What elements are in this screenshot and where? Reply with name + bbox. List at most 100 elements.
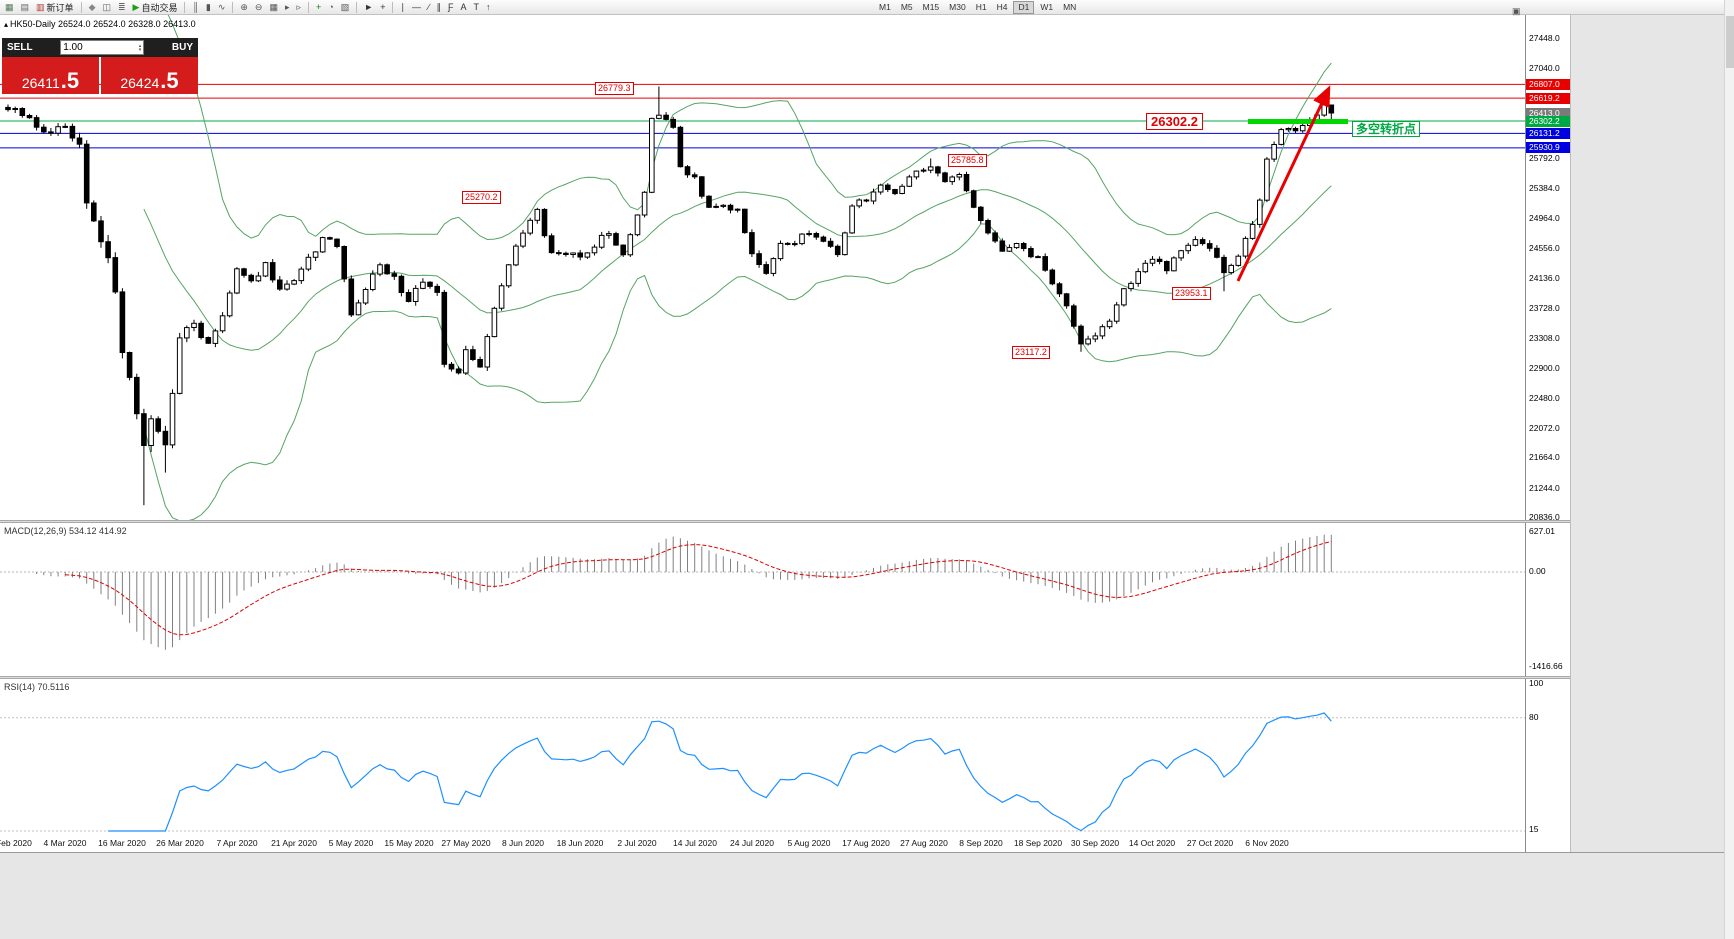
auto-trading-button[interactable]: ▶ 自动交易: [131, 1, 180, 14]
timeframe-m1[interactable]: M1: [879, 2, 891, 12]
auto-scroll-icon[interactable]: ▸: [283, 1, 292, 14]
mql5-community-icon[interactable]: ◆: [87, 1, 98, 14]
new-chart-icon[interactable]: ▦: [3, 1, 16, 14]
crosshair-icon[interactable]: +: [378, 1, 387, 14]
indicators-add-icon[interactable]: +: [314, 1, 323, 14]
toolbar-separator: [80, 1, 82, 13]
date-label: 21 Feb 2020: [0, 838, 32, 848]
price-tick: 22072.0: [1529, 423, 1560, 433]
zoom-out-icon[interactable]: ⊖: [253, 1, 265, 14]
price-tick: 22480.0: [1529, 393, 1560, 403]
price-callout-label: 25270.2: [462, 191, 501, 204]
date-label: 21 Apr 2020: [271, 838, 317, 848]
auto-trading-button-glyph: ▶: [132, 1, 140, 12]
lot-size-value: 1.00: [63, 42, 83, 53]
fibonacci-icon[interactable]: Ƒ: [446, 1, 456, 14]
timeframe-d1[interactable]: D1: [1013, 1, 1035, 14]
lot-spinner[interactable]: ▴ ▾: [138, 42, 142, 53]
timeframe-toolbar: M1 M5 M15 M30 H1 H4 D1 W1 MN: [875, 0, 1080, 15]
date-label: 16 Mar 2020: [98, 838, 146, 848]
timeframe-m15[interactable]: M15: [922, 2, 940, 12]
buy-price-button[interactable]: 26424.5: [101, 57, 198, 94]
bar-chart-type-icon[interactable]: ║: [190, 1, 200, 14]
date-label: 24 Jul 2020: [730, 838, 774, 848]
ask-price-fraction: .5: [160, 68, 179, 93]
price-tag: 26413.0: [1526, 108, 1570, 119]
periods-icon[interactable]: ◔: [326, 1, 335, 14]
toolbar-separator: [392, 1, 394, 13]
price-tag: 25930.9: [1526, 142, 1570, 153]
vertical-scrollbar[interactable]: [1724, 0, 1734, 939]
price-tag: 26619.2: [1526, 93, 1570, 104]
trendline-icon[interactable]: ∕: [426, 1, 432, 14]
timeframe-m30[interactable]: M30: [949, 2, 966, 12]
main-chart-canvas[interactable]: [0, 15, 1525, 520]
cursor-icon[interactable]: ►: [362, 1, 375, 14]
timeframe-w1[interactable]: W1: [1040, 2, 1054, 12]
timeframe-h4[interactable]: H4: [996, 2, 1008, 12]
arrow-objects-icon-glyph: ↑: [485, 1, 491, 12]
ask-price: 26424: [120, 75, 160, 91]
new-order-button[interactable]: ▥ 新订单: [34, 1, 76, 14]
channel-icon-glyph: ∥: [436, 1, 441, 12]
templates-icon[interactable]: ▧: [339, 1, 352, 14]
price-tick: 25792.0: [1529, 153, 1560, 163]
panel-divider[interactable]: [0, 520, 1570, 523]
vertical-line-icon[interactable]: ∣: [398, 1, 407, 14]
time-axis[interactable]: 21 Feb 2020 4 Mar 2020 16 Mar 2020 26 Mar 2…: [0, 835, 1570, 852]
horizontal-line-icon[interactable]: ―: [410, 1, 423, 14]
price-tag: 26807.0: [1526, 79, 1570, 90]
date-label: 27 Aug 2020: [900, 838, 948, 848]
date-label: 8 Sep 2020: [959, 838, 1003, 848]
sell-price-button[interactable]: 26411.5: [2, 57, 99, 94]
toolbar-right: ▣: [1512, 1, 1521, 19]
date-label: 8 Jun 2020: [501, 838, 545, 848]
charts-grid-icon-glyph: ◫: [102, 1, 111, 12]
date-label: 4 Mar 2020: [43, 838, 87, 848]
price-callout-label: 25785.8: [948, 154, 987, 167]
bid-price-fraction: .5: [60, 68, 80, 93]
text-icon[interactable]: A: [458, 1, 468, 14]
channel-icon[interactable]: ∥: [434, 1, 443, 14]
toolbar-separator: [356, 1, 358, 13]
price-tick: 23308.0: [1529, 333, 1560, 343]
new-order-button-label: 新订单: [46, 2, 74, 13]
charts-grid-icon[interactable]: ◫: [100, 1, 113, 14]
tile-windows-icon[interactable]: ▦: [267, 1, 280, 14]
market-watch-icon[interactable]: ≣: [116, 1, 128, 14]
lot-size-input[interactable]: 1.00 ▴ ▾: [60, 40, 145, 55]
market-watch-icon-glyph: ≣: [118, 1, 126, 12]
collapse-arrow-icon[interactable]: ▴: [4, 20, 9, 29]
label-icon[interactable]: T: [471, 1, 481, 14]
macd-axis-label: -1416.66: [1529, 661, 1563, 671]
macd-panel-canvas[interactable]: [0, 523, 1525, 676]
toolbar-separator: [308, 1, 310, 13]
price-axis[interactable]: 27448.0 27040.0 25792.0 25384.0 24964.0 24556…: [1525, 15, 1570, 852]
scrollbar-thumb[interactable]: [1726, 16, 1734, 68]
candlestick-type-icon[interactable]: ▮: [204, 1, 213, 14]
timeframe-h1[interactable]: H1: [975, 2, 987, 12]
buy-button[interactable]: BUY: [171, 42, 193, 53]
sell-button[interactable]: SELL: [7, 42, 33, 53]
timeframe-mn[interactable]: MN: [1063, 2, 1077, 12]
line-chart-type-icon[interactable]: ∿: [216, 1, 228, 14]
spinner-down-icon[interactable]: ▾: [138, 46, 142, 53]
workspace-background-bottom: [0, 852, 1724, 939]
arrow-objects-icon[interactable]: ↑: [484, 1, 493, 14]
chart-profiles-icon[interactable]: ▤: [19, 1, 32, 14]
text-icon-glyph: A: [460, 1, 467, 12]
templates-icon-glyph: ▧: [340, 1, 350, 12]
chart-window[interactable]: 21 Feb 2020 4 Mar 2020 16 Mar 2020 26 Mar 2…: [0, 15, 1570, 852]
spinner-up-icon[interactable]: ▴: [138, 42, 142, 49]
timeframe-m5[interactable]: M5: [900, 2, 913, 12]
zoom-in-icon[interactable]: ⊕: [238, 1, 250, 14]
date-label: 15 May 2020: [384, 838, 434, 848]
price-callout-label: 23117.2: [1012, 346, 1050, 359]
window-layout-icon[interactable]: ▣: [1512, 6, 1521, 16]
price-tick: 24136.0: [1529, 273, 1560, 283]
chart-shift-icon[interactable]: ▹: [295, 1, 304, 14]
rsi-axis-label: 100: [1529, 678, 1544, 688]
price-callout-label: 26779.3: [595, 82, 634, 95]
rsi-panel-canvas[interactable]: [0, 679, 1525, 835]
panel-divider[interactable]: [0, 676, 1570, 679]
